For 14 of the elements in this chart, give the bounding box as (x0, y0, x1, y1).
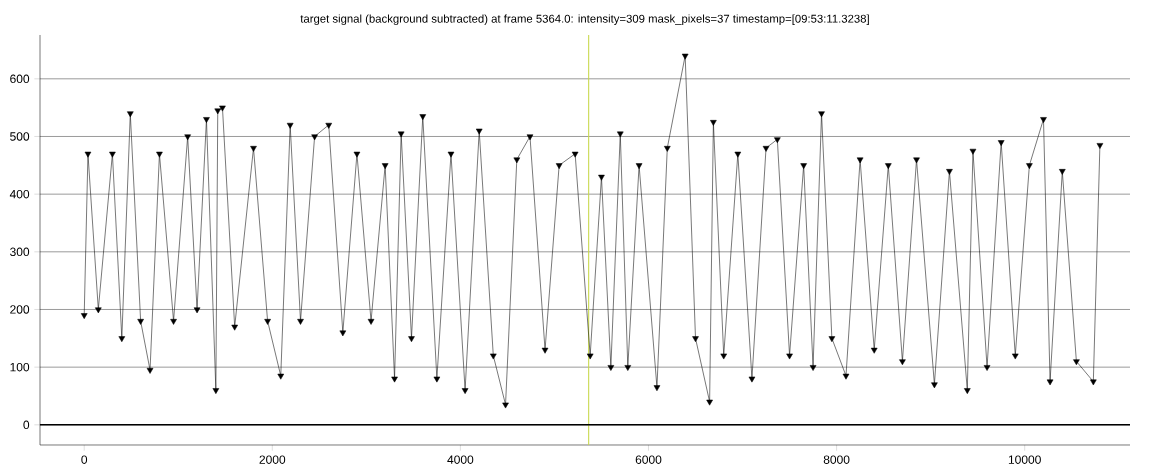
x-tick-label: 8000 (823, 455, 850, 464)
x-tick-label: 4000 (447, 455, 474, 464)
y-tick-label: 500 (10, 132, 30, 141)
y-tick-label: 300 (10, 247, 30, 257)
x-tick-label: 10000 (1008, 455, 1041, 464)
x-tick-label: 2000 (259, 455, 286, 464)
y-tick-label: 600 (10, 74, 30, 84)
x-tick-label: 0 (81, 455, 88, 464)
y-tick-label: 200 (10, 305, 30, 314)
y-tick-label: 400 (9, 189, 30, 199)
x-tick-label: 6000 (635, 455, 662, 464)
y-tick-label: 0 (23, 420, 30, 430)
chart-title: target signal (background subtracted) at frame 5364.0: intensity=309 mask_pixels=37 timestamp=[09:53:11.3238] (300, 14, 869, 25)
y-tick-label: 100 (10, 362, 30, 372)
